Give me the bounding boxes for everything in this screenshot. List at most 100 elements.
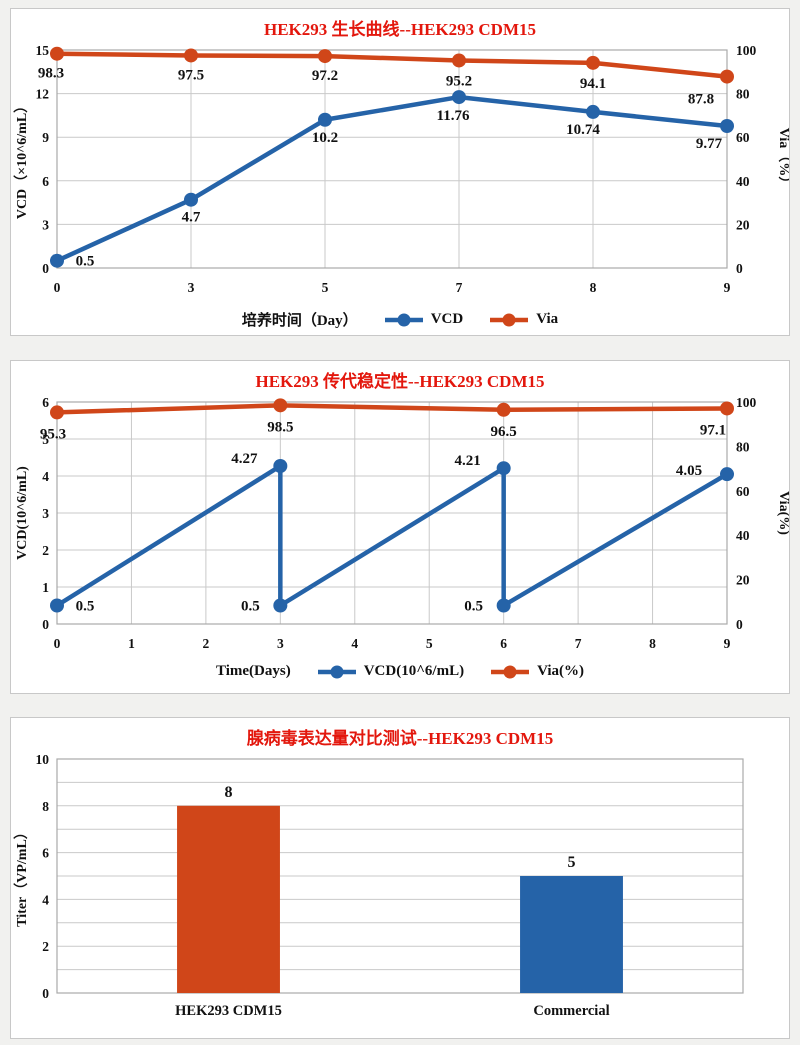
bar-category-label: Commercial: [533, 1003, 609, 1019]
right-axis-tick: 80: [736, 87, 750, 102]
via-marker: [50, 405, 64, 420]
x-axis-tick: 2: [203, 636, 210, 651]
x-axis-tick: 1: [128, 636, 135, 651]
gridlines: [56, 49, 728, 269]
passage-stability-panel: HEK293 传代稳定性--HEK293 CDM15 0 1 2 3 4 5 6 0 20 40 6…: [10, 360, 791, 694]
legend-item-vcd: VCD: [384, 311, 464, 328]
legend-marker-icon: [490, 313, 529, 326]
titer-comparison-svg: 0 2 4 6 8 10 Titer（VP/mL） 8 HEK293 CDM15 5 Commerc…: [14, 752, 744, 1019]
x-axis-tick: 7: [456, 280, 463, 295]
left-axis-tick: 1: [42, 580, 49, 595]
left-axis-tick: 0: [42, 617, 49, 632]
left-axis-title: VCD(10^6/mL): [15, 466, 30, 560]
plot-border: [56, 401, 728, 625]
left-axis-title: VCD（×10^6/mL）: [14, 99, 30, 219]
y-axis-title: Titer（VP/mL）: [14, 825, 30, 927]
via-data-label: 97.2: [312, 68, 338, 84]
right-axis-tick: 0: [736, 617, 743, 632]
y-axis-tick: 10: [36, 752, 50, 767]
left-axis-tick: 3: [42, 217, 49, 232]
x-axis-tick: 3: [277, 636, 284, 651]
legend-label: Via(%): [537, 663, 585, 679]
via-line: [56, 403, 728, 415]
bar-category-label: HEK293 CDM15: [175, 1003, 282, 1019]
y-axis-tick: 8: [42, 799, 49, 814]
legend-label: VCD: [430, 311, 464, 327]
y-axis-tick: 4: [42, 892, 49, 907]
x-axis-tick: 9: [724, 280, 731, 295]
vcd-10-6-ml-data-label: 4.21: [455, 453, 481, 469]
x-axis-tick: 9: [724, 636, 731, 651]
vcd-10-6-ml-marker: [720, 467, 734, 482]
vcd-data-label: 4.7: [182, 210, 201, 226]
vcd-10-6-ml-marker: [496, 461, 511, 476]
x-axis-label: Time(Days): [215, 663, 291, 679]
passage-stability-title: HEK293 传代稳定性--HEK293 CDM15: [255, 372, 545, 391]
vcd-marker: [184, 192, 198, 207]
left-axis-tick: 3: [42, 506, 49, 521]
vcd-data-label: 9.77: [696, 136, 723, 152]
x-axis-tick: 5: [322, 280, 329, 295]
via-marker: [184, 48, 198, 63]
right-axis-tick: 100: [736, 395, 757, 410]
legend-item-via: Via(%): [490, 663, 584, 680]
legend-item-vcd-10-6-ml: VCD(10^6/mL): [317, 663, 464, 680]
x-axis-tick: 4: [351, 636, 358, 651]
vcd-10-6-ml-marker: [496, 598, 511, 613]
plot-border: [56, 758, 744, 994]
growth-curve-legend: 培养时间（Day） VCD Via: [11, 309, 789, 330]
legend-label: Via: [536, 311, 559, 327]
left-axis-tick: 0: [42, 261, 49, 276]
vcd-data-label: 0.5: [76, 254, 95, 270]
vcd-marker: [318, 112, 332, 127]
via-marker: [720, 69, 734, 84]
x-axis-tick: 5: [426, 636, 433, 651]
vcd-marker: [50, 253, 64, 268]
left-axis-tick: 6: [42, 395, 49, 410]
right-axis-tick: 80: [736, 439, 750, 454]
x-axis-tick: 6: [500, 636, 507, 651]
right-axis-tick: 40: [736, 174, 750, 189]
passage-stability-legend: Time(Days) VCD(10^6/mL) Via(%): [11, 663, 789, 680]
right-axis-tick: 0: [736, 261, 743, 276]
plot-border: [56, 49, 728, 269]
via-marker: [318, 49, 332, 64]
right-axis-tick: 60: [736, 484, 750, 499]
bar-value-label: 5: [568, 854, 576, 871]
vcd-series: 0.5 4.7 10.2 11.76 10.74 9.77: [50, 90, 734, 270]
x-axis-tick: 8: [590, 280, 597, 295]
via-data-label: 97.5: [178, 67, 204, 83]
left-axis-tick: 15: [36, 43, 50, 58]
legend-marker-icon: [317, 665, 356, 678]
titer-comparison-title: 腺病毒表达量对比测试--HEK293 CDM15: [246, 729, 554, 748]
vcd-marker: [720, 119, 734, 134]
vcd-marker: [586, 104, 600, 119]
vcd-10-6-ml-marker: [273, 459, 288, 474]
via-series: 98.3 97.5 97.2 95.2 94.1 87.8: [38, 46, 734, 108]
via-marker: [720, 401, 734, 416]
bar-value-label: 8: [225, 784, 233, 801]
report-page: HEK293 生长曲线--HEK293 CDM15 0 3 6 9 12 15 0 20 40 6…: [10, 8, 792, 1039]
bar-commercial: [520, 876, 623, 993]
via-marker: [273, 398, 288, 413]
bar-hek293-cdm15: [177, 805, 280, 993]
growth-curve-svg: 0 3 6 9 12 15 0 20 40 60 80 100 0 3 5 7 8 9 VCD（×10^6/mL） V…: [14, 43, 792, 295]
via-marker: [496, 402, 511, 417]
right-axis-tick: 20: [736, 217, 750, 232]
y-axis-tick: 6: [42, 846, 49, 861]
via-marker: [452, 53, 466, 68]
via-data-label: 97.1: [700, 422, 726, 438]
via-series: 95.3 98.5 96.5 97.1: [40, 398, 734, 442]
titer-comparison-chart: 0 2 4 6 8 10 Titer（VP/mL） 8 HEK293 CDM15 5 Commerc…: [11, 751, 789, 1028]
vcd-10-6-ml-data-label: 4.27: [231, 451, 258, 467]
left-axis-tick: 12: [36, 87, 50, 102]
via-data-label: 98.5: [267, 419, 293, 435]
growth-curve-panel: HEK293 生长曲线--HEK293 CDM15 0 3 6 9 12 15 0 20 40 6…: [10, 8, 792, 336]
vcd-10-6-ml-data-label: 0.5: [464, 599, 483, 615]
left-axis-tick: 2: [42, 543, 49, 558]
x-axis-tick: 3: [188, 280, 195, 295]
growth-curve-title: HEK293 生长曲线--HEK293 CDM15: [264, 20, 536, 39]
vcd-10-6-ml-marker: [273, 598, 288, 613]
gridlines: [56, 401, 728, 625]
vcd-data-label: 11.76: [437, 108, 470, 124]
